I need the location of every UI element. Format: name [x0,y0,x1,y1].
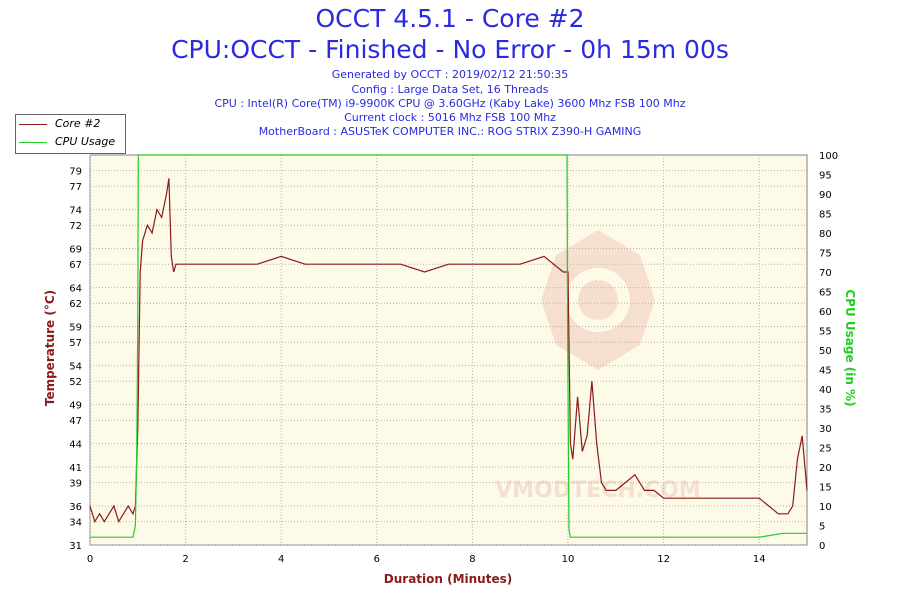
cpu-info: CPU : Intel(R) Core(TM) i9-9900K CPU @ 3… [214,97,686,110]
y2-tick-label: 85 [819,210,832,221]
y-tick-label: 77 [69,182,82,193]
y-tick-label: 57 [69,338,82,349]
y2-axis-label: CPU Usage (in %) [843,289,857,406]
legend-swatch-core2 [19,123,47,125]
y-tick-label: 34 [69,518,82,529]
cpu-usage-line [90,154,807,538]
config-info: Config : Large Data Set, 16 Threads [351,83,549,96]
y2-tick-label: 55 [819,327,832,338]
y2-tick-label: 80 [819,229,832,240]
y-tick-label: 54 [69,362,82,373]
plot-area [89,154,808,546]
chart-title: OCCT 4.5.1 - Core #2 [315,4,585,33]
chart-subtitle: CPU:OCCT - Finished - No Error - 0h 15m … [171,35,729,64]
y-tick-label: 62 [69,299,82,310]
y2-tick-label: 35 [819,405,832,416]
y-tick-label: 39 [69,479,82,490]
series [89,154,808,538]
y-tick-label: 41 [69,463,82,474]
y-tick-label: 52 [69,377,82,388]
y2-tick-label: 25 [819,444,832,455]
grid [89,155,807,546]
y-tick-label: 67 [69,260,82,271]
axis-ticks: 0 2 4 6 8 10 12 14 31 34 36 39 41 44 47 49 52 54 57 59 62 64 6… [69,151,838,565]
y2-tick-label: 50 [819,346,832,357]
y-tick-label: 64 [69,284,82,295]
y-tick-label: 69 [69,245,82,256]
y-tick-label: 44 [69,440,82,451]
y2-tick-label: 5 [819,522,825,533]
y-tick-label: 47 [69,416,82,427]
y-tick-label: 36 [69,502,82,513]
watermark-text: VMODTECH.COM [495,478,701,503]
legend-swatch-cpu-usage [19,141,47,143]
x-axis-label: Duration (Minutes) [384,572,512,586]
x-tick-label: 14 [753,554,766,565]
legend-label-cpu-usage: CPU Usage [55,135,116,148]
y-tick-label: 31 [69,541,82,552]
x-tick-label: 8 [469,554,475,565]
y-tick-label: 79 [69,167,82,178]
y2-tick-label: 90 [819,190,832,201]
x-tick-label: 4 [278,554,284,565]
y2-tick-label: 15 [819,483,832,494]
y2-tick-label: 60 [819,307,832,318]
legend: Core #2 CPU Usage [15,114,126,154]
y2-tick-label: 0 [819,541,825,552]
clock-info: Current clock : 5016 Mhz FSB 100 Mhz [344,111,556,124]
x-tick-label: 10 [562,554,575,565]
y2-tick-label: 45 [819,366,832,377]
x-tick-label: 12 [657,554,670,565]
legend-item-cpu-usage: CPU Usage [19,133,115,151]
y2-tick-label: 10 [819,502,832,513]
y-tick-label: 72 [69,221,82,232]
y-tick-label: 59 [69,323,82,334]
y2-tick-label: 95 [819,171,832,182]
x-tick-label: 0 [87,554,93,565]
y2-tick-label: 65 [819,288,832,299]
y2-tick-label: 40 [819,385,832,396]
generated-info: Generated by OCCT : 2019/02/12 21:50:35 [331,68,569,81]
y-tick-label: 74 [69,206,82,217]
y2-tick-label: 20 [819,463,832,474]
y-axis-label: Temperature (°C) [43,290,57,406]
y2-tick-label: 75 [819,249,832,260]
y2-tick-label: 30 [819,424,832,435]
temperature-line [89,178,808,524]
legend-label-core2: Core #2 [55,117,101,130]
x-tick-label: 2 [182,554,188,565]
y2-tick-label: 70 [819,268,832,279]
legend-item-core2: Core #2 [19,115,100,133]
y-tick-label: 49 [69,401,82,412]
x-tick-label: 6 [374,554,380,565]
y2-tick-label: 100 [819,151,838,162]
motherboard-info: MotherBoard : ASUSTeK COMPUTER INC.: ROG… [258,125,642,138]
watermark [541,230,655,370]
